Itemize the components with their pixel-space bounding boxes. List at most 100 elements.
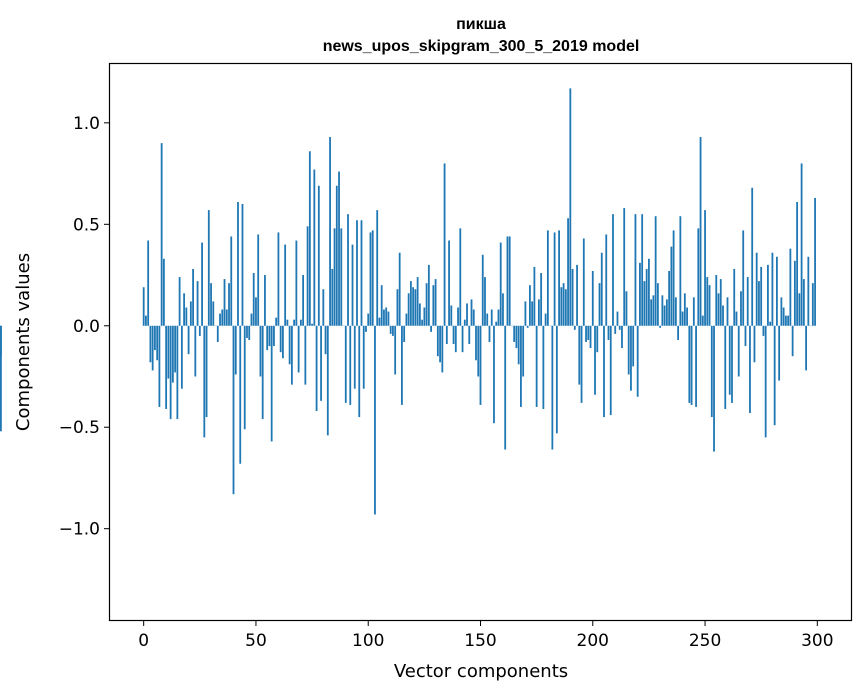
bar-23 [194,325,197,377]
bar-21 [189,301,192,326]
bar-229 [656,283,659,326]
bar-256 [717,293,720,326]
bar-78 [317,185,320,326]
bar-60 [277,232,280,326]
y-tick-label: 0.0 [73,317,100,337]
bar-289 [791,325,794,357]
bar-53 [261,325,264,420]
bar-109 [387,311,390,326]
bar-77 [315,325,318,411]
bar-51 [257,234,260,326]
bar-91 [347,214,349,326]
bar-132 [439,325,441,363]
bar-206 [605,234,608,326]
bar-152 [484,277,486,326]
bar-104 [376,210,379,326]
bar-94 [353,325,356,389]
bar-108 [385,307,388,326]
bar-65 [288,325,291,365]
bar-264 [735,311,738,326]
bar-59 [275,317,278,326]
bar-265 [737,325,740,377]
x-tick-label: 300 [801,631,833,651]
bar-25 [198,325,201,336]
x-tick-label: 200 [577,631,609,651]
bar-79 [320,325,322,401]
bar-series [0,88,816,515]
bar-241 [683,293,686,326]
y-tick-label: −0.5 [59,418,100,438]
bar-166 [515,325,518,349]
bar-274 [758,281,760,326]
bar-145 [468,325,471,345]
bar-294 [802,279,805,326]
bar-18 [183,293,185,326]
bar-198 [587,325,590,340]
bar-193 [576,264,578,326]
x-tick-label: 250 [689,631,721,651]
bar-184 [555,325,558,434]
bar-219 [634,214,637,326]
bar-207 [607,325,610,340]
bar-268 [744,325,747,347]
bar-124 [421,319,424,326]
bar-172 [529,285,531,326]
bar-284 [780,297,783,326]
bar-31 [212,301,215,326]
bar-42 [237,201,239,326]
bar-287 [787,315,790,326]
bar-27 [203,325,206,438]
bar-190 [569,88,572,326]
bar-157 [495,321,498,326]
bar-236 [672,230,675,326]
bar-204 [600,252,603,326]
bar-158 [497,309,500,326]
bar-295 [805,325,807,371]
bar-86 [335,185,338,326]
bar-120 [412,287,415,326]
bar-50 [255,297,257,326]
bar-100 [367,313,370,326]
bar-272 [753,325,756,363]
bar-68 [295,240,298,326]
bar-159 [499,242,502,326]
bar-35 [221,309,224,326]
bar-267 [742,230,745,326]
bar-63 [284,244,287,326]
y-tick-label: 1.0 [73,114,100,134]
bar-93 [351,244,354,326]
x-tick-label: 150 [464,631,496,651]
bar-263 [733,268,736,326]
bar-162 [506,236,509,326]
bar-74 [308,151,311,326]
bar-247 [697,228,700,326]
bar-186 [560,287,563,326]
bar-273 [755,252,758,326]
bar-83 [329,137,331,326]
bar-82 [326,325,329,436]
bar-117 [405,313,408,326]
chart-subtitle: news_upos_skipgram_300_5_2019 model [323,38,640,55]
bar-105 [378,317,381,326]
bar-69 [297,325,300,373]
bar-52 [259,325,262,377]
bar-14 [174,325,177,373]
bar-187 [562,283,565,326]
bar-129 [432,285,435,326]
bar-36 [223,279,226,326]
bar-151 [481,254,484,326]
bar-54 [264,275,266,326]
bar-283 [778,325,781,381]
bar-15 [176,325,179,420]
bar-189 [567,218,569,326]
x-tick-label: 0 [138,631,149,651]
bar-138 [452,325,455,345]
bar-45 [243,325,246,430]
bar-217 [630,325,632,391]
bar-0 [142,287,145,326]
bar-192 [573,325,576,330]
bar-197 [585,325,587,342]
